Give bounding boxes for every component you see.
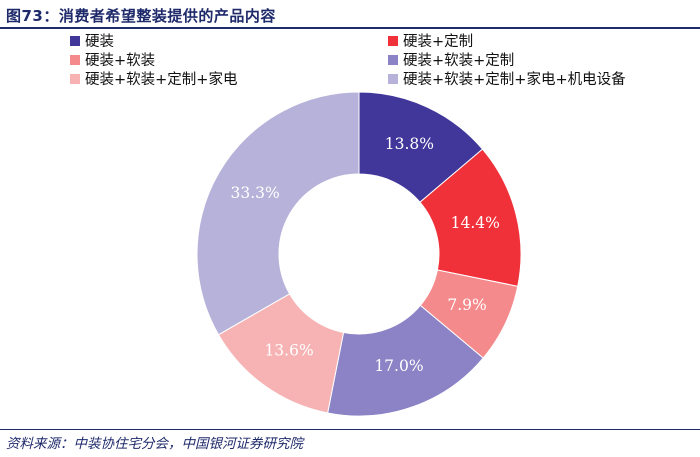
legend-item-hard: 硬装 xyxy=(70,30,114,51)
legend-item-hard-soft-custom-appliance-equipment: 硬装+软装+定制+家电+机电设备 xyxy=(388,68,626,89)
slice-label-3: 17.0% xyxy=(374,357,423,375)
chart-legend: 硬装 硬装+定制 硬装+软装 硬装+软装+定制 硬装+软装+定制+家电 硬装+软… xyxy=(70,30,670,88)
donut-slice-3 xyxy=(327,304,484,417)
title-divider xyxy=(0,27,700,29)
legend-item-hard-soft: 硬装+软装 xyxy=(70,49,155,70)
legend-label: 硬装+软装+定制 xyxy=(403,53,515,69)
legend-label: 硬装+软装 xyxy=(85,53,156,69)
legend-label: 硬装+软装+定制+家电+机电设备 xyxy=(403,72,626,88)
source-divider xyxy=(0,429,700,430)
legend-item-hard-soft-custom: 硬装+软装+定制 xyxy=(388,49,514,70)
slice-label-2: 7.9% xyxy=(447,296,486,314)
slice-label-0: 13.8% xyxy=(385,135,434,153)
legend-label: 硬装+软装+定制+家电 xyxy=(85,72,238,88)
donut-slice-5 xyxy=(196,91,360,336)
legend-item-hard-soft-custom-appliance: 硬装+软装+定制+家电 xyxy=(70,68,237,89)
slice-label-1: 14.4% xyxy=(451,214,500,232)
slice-label-4: 13.6% xyxy=(264,342,313,360)
legend-swatch xyxy=(388,54,398,65)
source-note: 资料来源：中装协住宅分会，中国银河证券研究院 xyxy=(6,436,303,452)
legend-swatch xyxy=(388,73,398,84)
legend-label: 硬装 xyxy=(85,34,114,50)
legend-label: 硬装+定制 xyxy=(403,34,474,50)
chart-title: 图73：消费者希望整装提供的产品内容 xyxy=(6,7,276,25)
legend-item-hard-custom: 硬装+定制 xyxy=(388,30,473,51)
legend-swatch xyxy=(388,35,398,46)
legend-swatch xyxy=(70,73,80,84)
legend-swatch xyxy=(70,35,80,46)
legend-swatch xyxy=(70,54,80,65)
slice-label-5: 33.3% xyxy=(231,184,280,202)
